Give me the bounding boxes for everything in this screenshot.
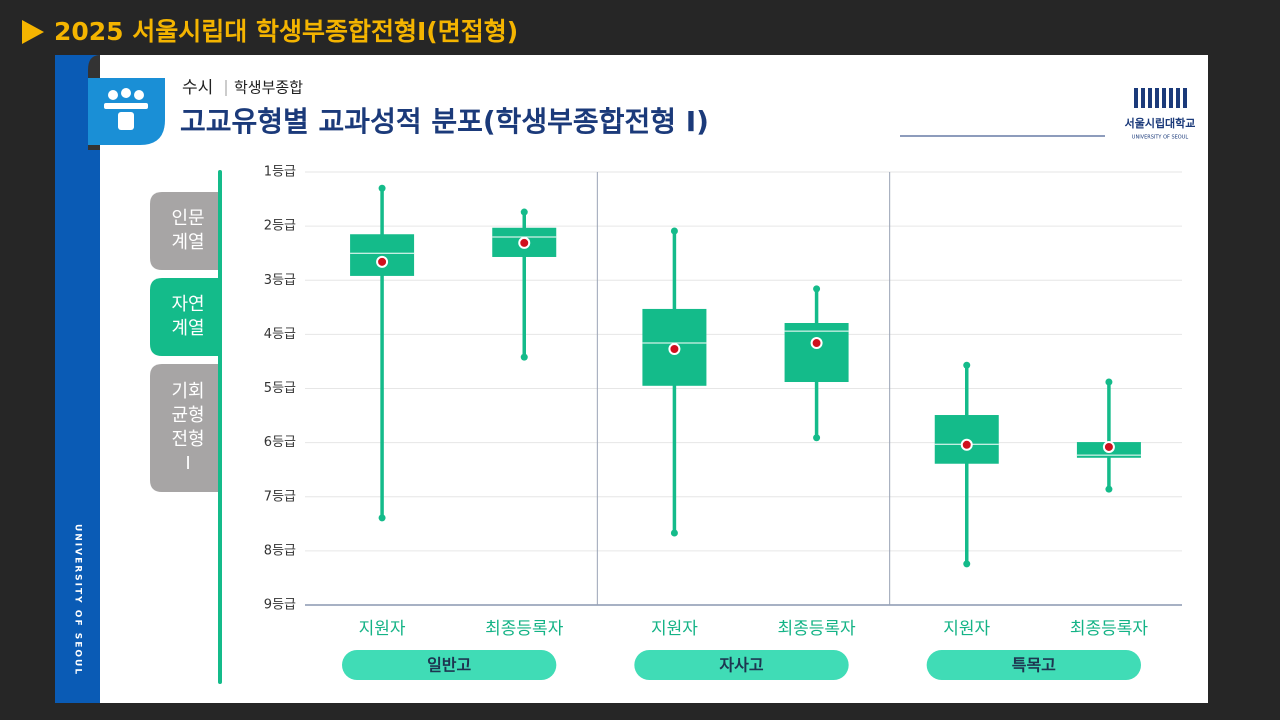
- group-pill[interactable]: [634, 650, 849, 680]
- tab-label: 자연: [171, 294, 204, 315]
- tab[interactable]: [150, 192, 218, 270]
- whisker-end: [1105, 485, 1113, 493]
- header-subcategory: 학생부종합: [234, 79, 303, 97]
- page-title: 2025 서울시립대 학생부종합전형I(면접형): [54, 17, 518, 46]
- whisker-end: [813, 434, 821, 442]
- group-pill[interactable]: [926, 650, 1141, 680]
- logo-name: 서울시립대학교: [1125, 116, 1196, 130]
- y-tick-label: 7등급: [264, 489, 296, 504]
- tab[interactable]: [150, 278, 218, 356]
- x-tick-label: 최종등록자: [485, 619, 564, 639]
- box-mean: [668, 342, 681, 355]
- box-mean: [376, 255, 389, 268]
- logo-english: UNIVERSITY OF SEOUL: [1132, 135, 1189, 141]
- x-tick-label: 지원자: [651, 619, 698, 639]
- header-icon-bg: [88, 78, 165, 145]
- group-label: 자사고: [719, 656, 763, 675]
- tab-label: 균형: [171, 405, 204, 426]
- tab-label: 기회: [171, 381, 204, 402]
- tab[interactable]: [150, 364, 218, 492]
- y-tick-label: 8등급: [264, 543, 296, 558]
- header-category: 수시: [182, 78, 213, 98]
- y-tick-label: 2등급: [264, 219, 296, 234]
- whisker-end: [670, 227, 678, 235]
- tab-label: 전형: [171, 429, 204, 450]
- logo-mark: [1134, 88, 1187, 108]
- group-pill[interactable]: [342, 650, 557, 680]
- whisker-end: [1105, 378, 1113, 386]
- y-tick-label: 6등급: [264, 435, 296, 450]
- whisker-end: [813, 285, 821, 293]
- whisker-end: [378, 184, 386, 192]
- x-tick-label: 최종등록자: [1070, 619, 1149, 639]
- side-text: UNIVERSITY OF SEOUL: [73, 524, 83, 676]
- side-strip: [55, 55, 100, 703]
- tab-label: I: [185, 453, 190, 474]
- whisker-end: [520, 353, 528, 361]
- tab-label: 계열: [171, 318, 204, 339]
- box-mean: [1102, 440, 1115, 453]
- group-label: 일반고: [427, 656, 471, 675]
- whisker-end: [378, 514, 386, 522]
- tab-label: 인문: [171, 208, 204, 229]
- whisker-end: [670, 529, 678, 537]
- whisker-end: [963, 361, 971, 369]
- x-tick-label: 지원자: [943, 619, 990, 639]
- x-tick-label: 최종등록자: [777, 619, 856, 639]
- box-mean: [810, 337, 823, 350]
- whisker-end: [520, 208, 528, 216]
- y-tick-label: 4등급: [264, 327, 296, 342]
- y-tick-label: 5등급: [264, 381, 296, 396]
- box-mean: [518, 236, 531, 249]
- y-tick-label: 9등급: [264, 598, 296, 613]
- header-icon: [104, 88, 148, 130]
- box-body: [350, 234, 415, 276]
- whisker-end: [963, 560, 971, 568]
- y-tick-label: 1등급: [264, 165, 296, 180]
- box-body: [784, 323, 849, 383]
- tab-label: 계열: [171, 232, 204, 253]
- title-arrow: [22, 20, 44, 44]
- y-tick-label: 3등급: [264, 273, 296, 288]
- x-tick-label: 지원자: [359, 619, 406, 639]
- group-label: 특목고: [1012, 656, 1056, 675]
- header-title: 고교유형별 교과성적 분포(학생부종합전형 I): [180, 105, 709, 138]
- box-mean: [960, 438, 973, 451]
